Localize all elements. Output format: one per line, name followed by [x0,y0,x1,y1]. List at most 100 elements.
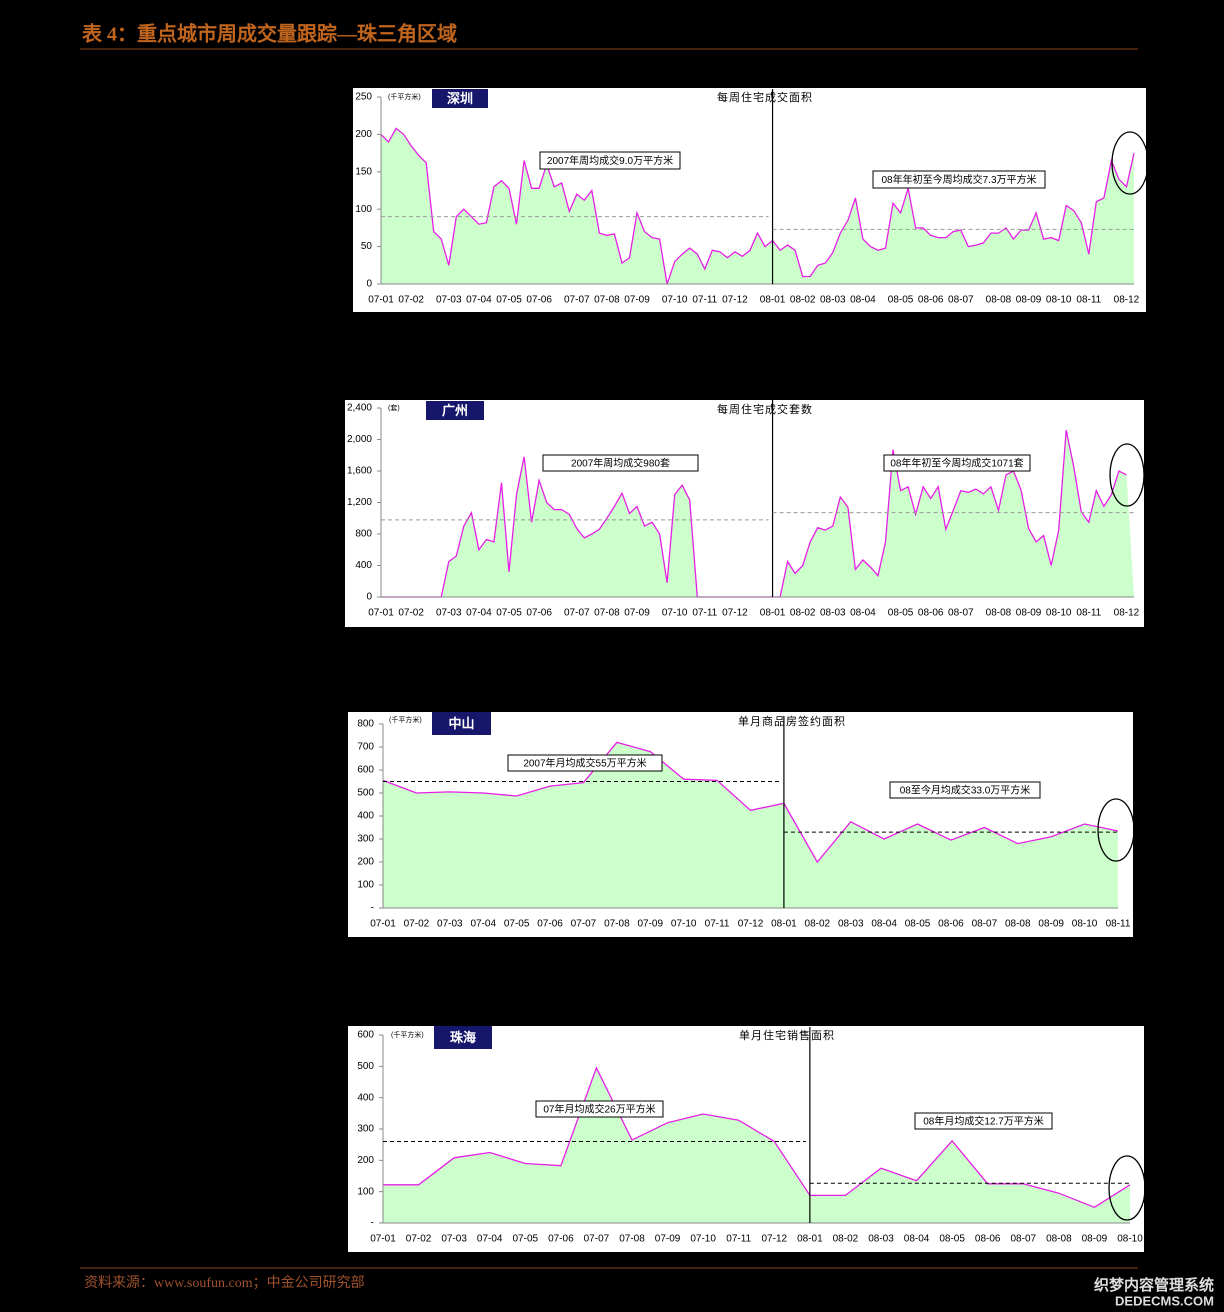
y-tick-label: 150 [355,166,372,177]
x-tick-label: 07-09 [655,1234,681,1245]
x-tick-label: 07-07 [584,1234,610,1245]
area-fill [381,430,1134,597]
x-tick-label: 08-09 [1016,295,1042,306]
area-fill [383,1067,1130,1223]
y-tick-label: 400 [357,811,374,822]
y-tick-label: 400 [357,1092,374,1103]
y-tick-label: 50 [361,241,373,252]
x-tick-label: 07-08 [619,1234,645,1245]
x-tick-label: 07-10 [690,1234,716,1245]
x-tick-label: 08-08 [1046,1234,1072,1245]
annotation-box [883,454,1031,472]
annotation-box [542,454,699,472]
city-box [434,1026,492,1049]
y-tick-label: 0 [366,592,372,603]
x-tick-label: 08-01 [760,608,786,619]
x-tick-label: 08-12 [1114,295,1140,306]
x-tick-label: 08-06 [938,919,964,930]
x-tick-label: 08-08 [986,295,1012,306]
x-tick-label: 07-02 [398,608,424,619]
x-tick-label: 08-02 [790,608,816,619]
x-tick-label: 07-06 [548,1234,574,1245]
x-tick-label: 08-02 [790,295,816,306]
x-tick-label: 07-12 [738,919,764,930]
city-label: 珠海 [450,1030,476,1045]
x-tick-label: 07-01 [370,1234,396,1245]
x-tick-label: 08-10 [1046,608,1072,619]
x-tick-label: 08-05 [905,919,931,930]
x-tick-label: 08-07 [1010,1234,1036,1245]
x-tick-label: 08-04 [850,295,876,306]
y-tick-label: 250 [355,92,372,103]
highlight-ring [1097,798,1135,862]
x-tick-label: 08-02 [805,919,831,930]
city-label: 中山 [448,716,474,731]
x-tick-label: 08-11 [1076,295,1101,306]
x-tick-label: 08-09 [1038,919,1064,930]
city-label: 广州 [442,403,468,418]
x-tick-label: 07-08 [594,608,620,619]
x-tick-label: 07-03 [436,295,462,306]
x-tick-label: 08-10 [1072,919,1098,930]
y-tick-label: 100 [357,880,374,891]
y-tick-label: 800 [355,529,372,540]
annotation: 08年月均成交12.7万平方米 [923,1115,1044,1128]
y-tick-label: 200 [355,129,372,140]
annotation: 2007年周均成交980套 [571,457,670,470]
y-tick-label: - [371,903,374,914]
annotation-box [889,781,1041,799]
x-tick-label: 07-09 [637,919,663,930]
x-tick-label: 07-06 [537,919,563,930]
x-tick-label: 08-04 [850,608,876,619]
x-tick-label: 08-04 [904,1234,930,1245]
y-tick-label: 0 [366,279,372,290]
x-tick-label: 07-05 [496,608,522,619]
y-tick-label: 100 [357,1186,374,1197]
highlight-ring [1111,131,1149,195]
city-box [432,89,488,108]
x-tick-label: 07-10 [662,608,688,619]
x-tick-label: 08-09 [1016,608,1042,619]
annotation: 08年年初至今周均成交1071套 [890,457,1023,470]
y-tick-label: 300 [357,1124,374,1135]
x-tick-label: 08-05 [888,295,914,306]
annotation: 2007年周均成交9.0万平方米 [547,154,673,167]
x-tick-label: 08-09 [1082,1234,1108,1245]
x-tick-label: 07-05 [504,919,530,930]
unit-label: (套) [388,403,400,412]
y-tick-label: 400 [355,560,372,571]
x-tick-label: 08-01 [771,919,797,930]
data-line [383,1066,1131,1209]
y-tick-label: 700 [357,742,374,753]
x-tick-label: 08-03 [838,919,864,930]
x-tick-label: 07-11 [726,1234,751,1245]
x-tick-label: 07-01 [368,295,394,306]
x-tick-label: 08-07 [948,295,974,306]
x-tick-label: 08-05 [888,608,914,619]
x-tick-label: 08-03 [868,1234,894,1245]
x-tick-label: 08-05 [939,1234,965,1245]
x-tick-label: 08-06 [975,1234,1001,1245]
annotation-box [914,1112,1053,1130]
x-tick-label: 08-10 [1117,1234,1143,1245]
y-tick-label: 800 [357,719,374,730]
x-tick-label: 07-04 [477,1234,503,1245]
x-tick-label: 08-11 [1106,919,1131,930]
x-tick-label: 07-09 [624,608,650,619]
x-tick-label: 07-04 [466,608,492,619]
watermark: DEDECMS.COM [1115,1293,1214,1308]
x-tick-label: 07-01 [368,608,394,619]
annotation: 08至今月均成交33.0万平方米 [900,784,1031,797]
x-tick-label: 07-02 [406,1234,432,1245]
x-tick-label: 07-05 [512,1234,538,1245]
y-tick-label: 500 [357,788,374,799]
highlight-ring [1109,443,1145,507]
x-tick-label: 07-01 [370,919,396,930]
x-tick-label: 07-12 [722,608,748,619]
y-tick-label: 1,600 [347,466,372,477]
annotation: 08年年初至今周均成交7.3万平方米 [881,173,1036,186]
x-tick-label: 07-11 [692,295,717,306]
y-tick-label: 200 [357,857,374,868]
area-fill [381,128,1134,284]
